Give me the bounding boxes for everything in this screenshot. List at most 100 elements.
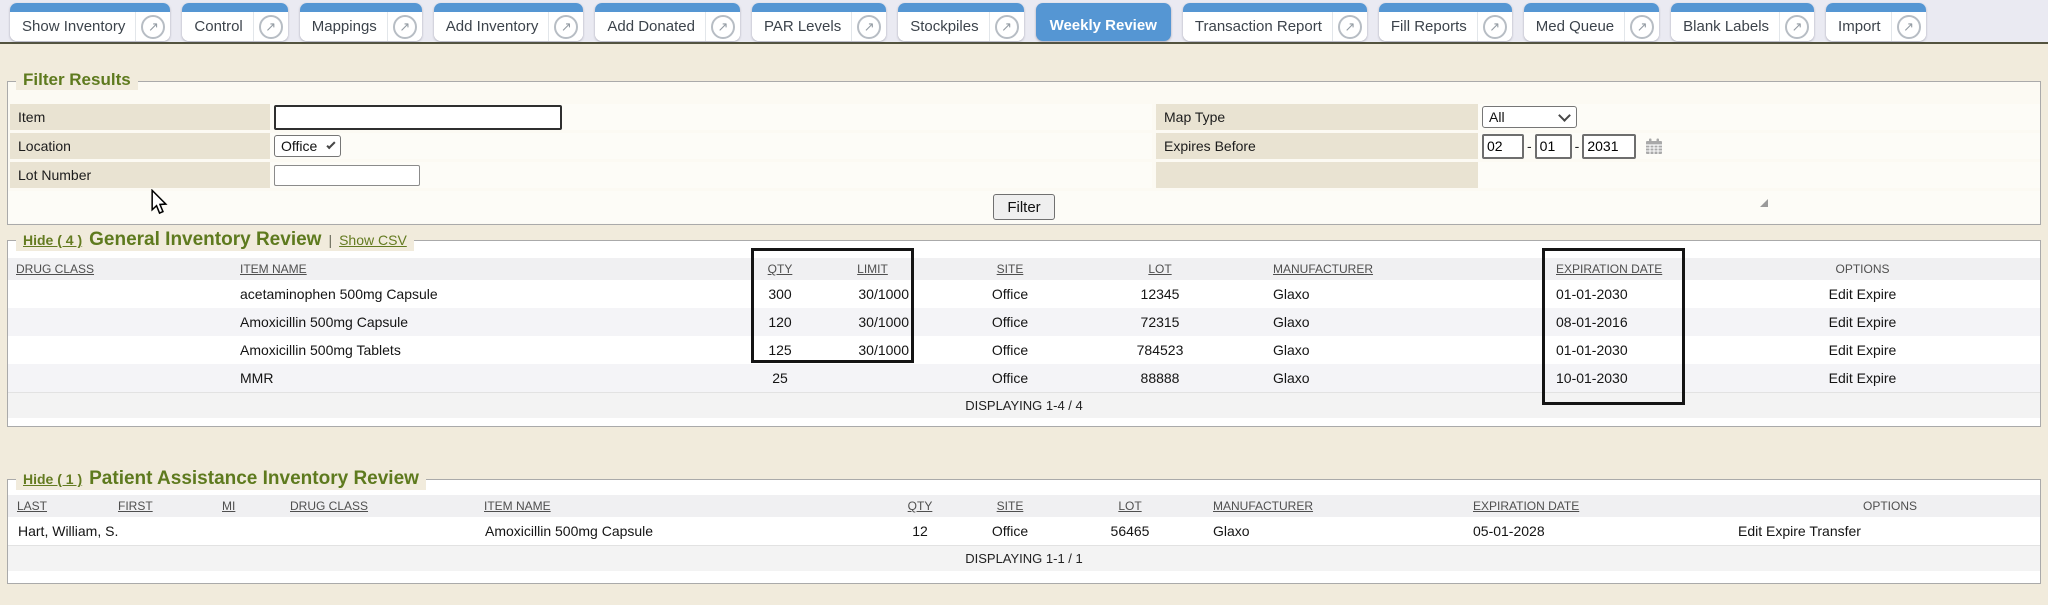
item-search-input[interactable] xyxy=(274,104,562,130)
general-inventory-legend: Hide ( 4 ) General Inventory Review | Sh… xyxy=(16,229,414,251)
cell-manufacturer: Glaxo xyxy=(1273,286,1310,302)
tab-accent-bar xyxy=(1182,3,1367,12)
tab-label: Fill Reports xyxy=(1390,18,1467,35)
chevron-down-icon xyxy=(326,140,336,149)
tab-add-inventory[interactable]: Add Inventory ↗ xyxy=(433,3,584,41)
external-link-icon[interactable]: ↗ xyxy=(1625,14,1659,39)
cell-site: Office xyxy=(991,342,1029,358)
location-value: Office xyxy=(281,138,318,154)
cell-site: Office xyxy=(925,364,1095,393)
cell-qty: 12 xyxy=(912,523,928,539)
cell-limit: 30/1000 xyxy=(858,286,909,302)
col-lot[interactable]: LOT xyxy=(1070,495,1190,517)
tab-divider xyxy=(1624,12,1626,41)
tab-transaction-report[interactable]: Transaction Report ↗ xyxy=(1182,3,1367,41)
expires-month-input[interactable] xyxy=(1482,133,1524,159)
hide-patient-link[interactable]: Hide ( 1 ) xyxy=(23,471,83,487)
tab-blank-labels[interactable]: Blank Labels ↗ xyxy=(1671,3,1815,41)
filter-results-legend: Filter Results xyxy=(16,70,138,90)
tab-add-donated[interactable]: Add Donated ↗ xyxy=(595,3,740,41)
external-link-icon[interactable]: ↗ xyxy=(1780,14,1814,39)
cell-options[interactable]: Edit Expire Transfer xyxy=(1738,523,1861,539)
general-inventory-title: General Inventory Review xyxy=(89,229,322,250)
tab-show-inventory[interactable]: Show Inventory ↗ xyxy=(10,3,171,41)
tab-stockpiles[interactable]: Stockpiles ↗ xyxy=(898,3,1024,41)
external-link-icon[interactable]: ↗ xyxy=(549,14,583,39)
cell-site: Office xyxy=(991,523,1029,539)
displaying-count: DISPLAYING 1-4 / 4 xyxy=(8,392,2040,418)
col-item-name[interactable]: ITEM NAME xyxy=(230,258,740,280)
tab-med-queue[interactable]: Med Queue ↗ xyxy=(1523,3,1660,41)
col-options: OPTIONS xyxy=(1685,258,2040,280)
tab-label: Control xyxy=(194,18,243,35)
expires-before-label: Expires Before xyxy=(1156,133,1478,159)
chevron-down-icon xyxy=(1558,109,1571,122)
map-type-value: All xyxy=(1489,109,1505,125)
tab-weekly-review[interactable]: Weekly Review xyxy=(1035,3,1171,41)
col-drug-class[interactable]: DRUG CLASS xyxy=(8,258,230,280)
tab-control[interactable]: Control ↗ xyxy=(182,3,288,41)
cell-options[interactable]: Edit Expire xyxy=(1685,364,2040,393)
external-link-icon[interactable]: ↗ xyxy=(1478,14,1512,39)
tab-label: Weekly Review xyxy=(1049,16,1157,34)
col-qty[interactable]: QTY xyxy=(890,495,950,517)
external-link-icon[interactable]: ↗ xyxy=(1333,14,1367,39)
filter-button[interactable]: Filter xyxy=(993,194,1055,220)
tab-label: Add Donated xyxy=(607,18,695,35)
cell-options[interactable]: Edit Expire xyxy=(1828,286,1897,302)
external-link-icon[interactable]: ↗ xyxy=(388,14,422,39)
col-drug-class[interactable]: DRUG CLASS xyxy=(282,495,475,517)
col-item-name[interactable]: ITEM NAME xyxy=(475,495,890,517)
col-manufacturer[interactable]: MANUFACTURER xyxy=(1225,258,1440,280)
empty-label-cell xyxy=(1156,162,1478,188)
external-link-icon[interactable]: ↗ xyxy=(1892,14,1926,39)
col-expiration-date[interactable]: EXPIRATION DATE xyxy=(1440,258,1685,280)
col-limit[interactable]: LIMIT xyxy=(820,258,925,280)
legend-divider: | xyxy=(328,232,333,248)
external-link-icon[interactable]: ↗ xyxy=(706,14,740,39)
cell-expiration-date: 05-01-2028 xyxy=(1473,523,1545,539)
show-csv-link[interactable]: Show CSV xyxy=(339,232,407,248)
tab-accent-bar xyxy=(1826,3,1926,12)
pagination-row: DISPLAYING 1-4 / 4 xyxy=(8,392,2040,418)
col-lot[interactable]: LOT xyxy=(1095,258,1225,280)
external-link-icon[interactable]: ↗ xyxy=(990,14,1024,39)
tab-label: Transaction Report xyxy=(1194,18,1322,35)
cell-manufacturer: Glaxo xyxy=(1225,364,1440,393)
tab-par-levels[interactable]: PAR Levels ↗ xyxy=(751,3,887,41)
lot-number-input[interactable] xyxy=(274,164,420,186)
col-expiration-date[interactable]: EXPIRATION DATE xyxy=(1430,495,1690,517)
col-first[interactable]: FIRST xyxy=(110,495,215,517)
table-row: MMR 25 Office 88888 Glaxo 10-01-2030 Edi… xyxy=(8,364,2040,393)
cell-expiration-date: 08-01-2016 xyxy=(1440,308,1685,336)
map-type-select[interactable]: All xyxy=(1482,106,1577,128)
patient-assistance-legend: Hide ( 1 ) Patient Assistance Inventory … xyxy=(16,468,426,490)
cell-options[interactable]: Edit Expire xyxy=(1828,342,1897,358)
cell-site: Office xyxy=(925,308,1095,336)
table-row: acetaminophen 500mg Capsule 300 30/1000 … xyxy=(8,280,2040,308)
external-link-icon[interactable]: ↗ xyxy=(136,14,170,39)
external-link-icon[interactable]: ↗ xyxy=(254,14,288,39)
tab-import[interactable]: Import ↗ xyxy=(1826,3,1926,41)
cell-drug-class xyxy=(8,308,230,336)
expires-day-input[interactable] xyxy=(1534,133,1572,159)
external-link-icon[interactable]: ↗ xyxy=(852,14,886,39)
filter-results-panel: Filter Results Item Map Type All Locatio… xyxy=(7,70,2041,225)
tab-fill-reports[interactable]: Fill Reports ↗ xyxy=(1378,3,1512,41)
col-mi[interactable]: MI xyxy=(215,495,282,517)
col-last[interactable]: LAST xyxy=(8,495,110,517)
pagination-row: DISPLAYING 1-1 / 1 xyxy=(8,545,2040,571)
col-site[interactable]: SITE xyxy=(950,495,1070,517)
col-site[interactable]: SITE xyxy=(925,258,1095,280)
location-select[interactable]: Office xyxy=(274,135,341,157)
calendar-icon[interactable] xyxy=(1645,138,1663,155)
tab-mappings[interactable]: Mappings ↗ xyxy=(299,3,422,41)
cell-options[interactable]: Edit Expire xyxy=(1685,308,2040,336)
expires-year-input[interactable] xyxy=(1582,133,1637,159)
patient-assistance-title: Patient Assistance Inventory Review xyxy=(89,468,419,489)
col-manufacturer[interactable]: MANUFACTURER xyxy=(1190,495,1430,517)
hide-general-link[interactable]: Hide ( 4 ) xyxy=(23,232,83,248)
tab-accent-bar xyxy=(1378,3,1512,12)
tab-label: Blank Labels xyxy=(1683,18,1770,35)
col-qty[interactable]: QTY xyxy=(740,258,820,280)
